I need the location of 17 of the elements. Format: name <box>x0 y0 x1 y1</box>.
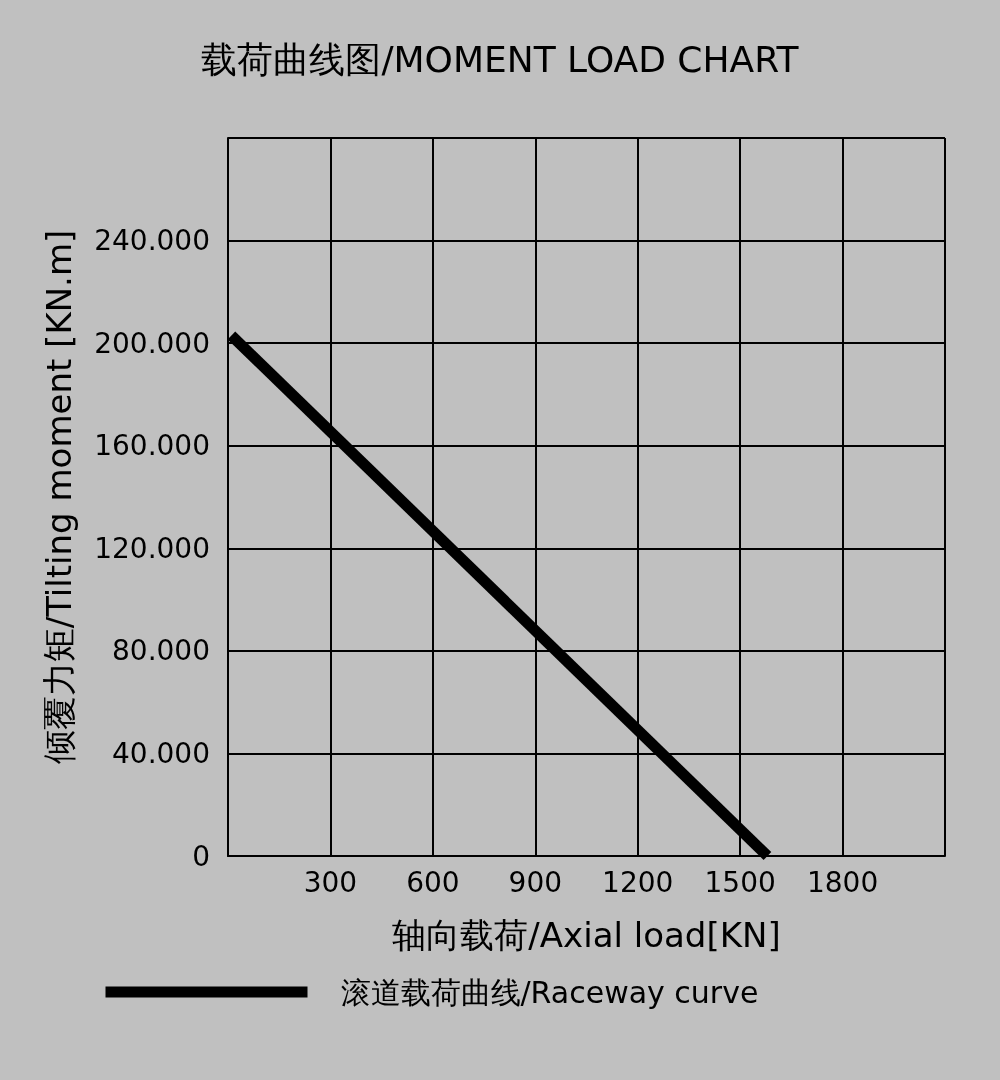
y-axis-title: 倾覆力矩/Tilting moment [KN.m] <box>39 229 79 765</box>
x-tick-label: 1500 <box>704 865 776 899</box>
x-axis-title: 轴向载荷/Axial load[KN] <box>392 915 781 955</box>
y-tick-label: 80.000 <box>112 634 210 668</box>
y-tick-label: 160.000 <box>94 429 210 463</box>
text: 滚道载荷曲线/Raceway curve <box>340 974 759 1010</box>
x-tick-label: 1200 <box>602 865 674 899</box>
chart-title: 载荷曲线图/MOMENT LOAD CHART <box>201 38 800 80</box>
x-tick-label: 900 <box>508 865 563 899</box>
y-tick-label: 120.000 <box>94 531 210 565</box>
x-tick-label: 1800 <box>806 865 879 899</box>
y-tick-label: 200.000 <box>94 326 210 360</box>
x-tick-label: 600 <box>406 865 460 899</box>
x-tick-label: 300 <box>303 865 358 899</box>
y-tick-label: 240.000 <box>94 224 210 258</box>
y-tick-label: 0 <box>192 839 210 873</box>
y-tick-label: 40.000 <box>112 736 210 770</box>
